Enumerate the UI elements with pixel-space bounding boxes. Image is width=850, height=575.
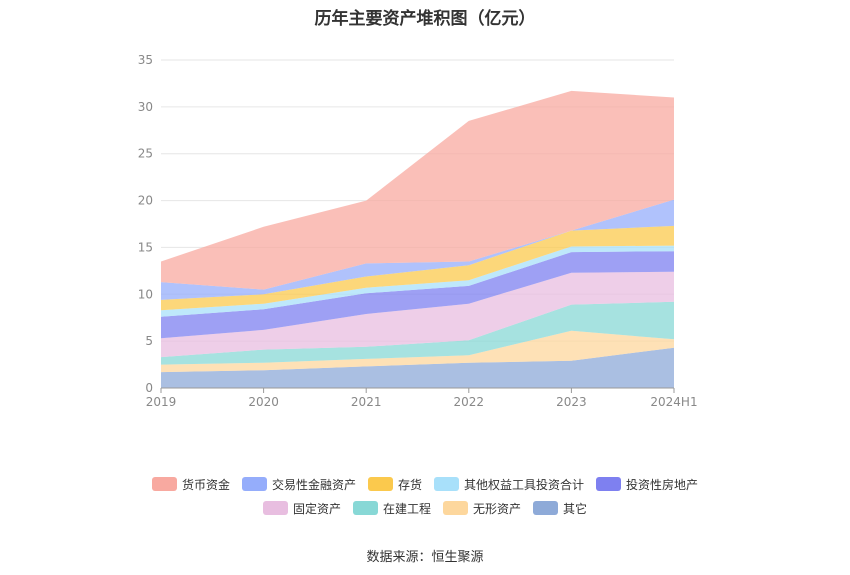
- y-tick-label: 10: [138, 287, 153, 301]
- legend-item[interactable]: 固定资产: [262, 500, 341, 517]
- y-tick-label: 20: [138, 194, 153, 208]
- x-tick-label: 2023: [556, 395, 587, 409]
- area-存货: [161, 225, 674, 311]
- legend-item[interactable]: 交易性金融资产: [241, 476, 356, 493]
- area-货币资金: [161, 90, 674, 290]
- legend-item[interactable]: 其他权益工具投资合计: [434, 476, 584, 493]
- legend-swatch: [443, 501, 468, 515]
- y-tick-label: 15: [138, 240, 153, 254]
- y-tick-label: 25: [138, 147, 153, 161]
- x-tick-label: 2024H1: [650, 395, 697, 409]
- legend-label: 固定资产: [292, 501, 341, 516]
- legend-label: 其它: [563, 501, 588, 516]
- legend-item[interactable]: 投资性房地产: [596, 476, 698, 493]
- legend: 货币资金 交易性金融资产 存货 其他权益工具投资合计 投资性房地产 固定资产 在建工程 无形…: [0, 472, 850, 520]
- area-固定资产: [161, 271, 674, 358]
- legend-swatch: [241, 477, 267, 491]
- legend-item[interactable]: 无形资产: [443, 500, 521, 517]
- legend-swatch: [434, 477, 459, 491]
- chart-title: 历年主要资产堆积图（亿元）: [314, 9, 536, 29]
- x-tick-label: 2022: [454, 395, 485, 409]
- legend-swatch: [367, 477, 393, 491]
- legend-item[interactable]: 其它: [533, 500, 587, 517]
- x-tick-label: 2020: [248, 395, 279, 409]
- y-tick-label: 0: [145, 381, 153, 395]
- legend-label: 其他权益工具投资合计: [464, 477, 585, 492]
- data-source: 数据来源：恒生聚源: [366, 550, 484, 565]
- axes: 0 5 10 15 20 25 30 35 2019 2020 2021 2022 2023 2024H1: [138, 53, 698, 409]
- legend-label: 无形资产: [473, 501, 522, 516]
- area-在建工程: [161, 301, 674, 365]
- y-tick-label: 5: [145, 334, 153, 348]
- legend-label: 投资性房地产: [626, 477, 699, 492]
- y-tick-label: 30: [138, 100, 153, 114]
- legend-item[interactable]: 存货: [367, 476, 422, 493]
- legend-row: 货币资金 交易性金融资产 存货 其他权益工具投资合计 投资性房地产: [0, 472, 850, 496]
- legend-swatch: [262, 501, 288, 515]
- area-投资性房地产: [161, 251, 674, 339]
- area-series: [161, 90, 674, 388]
- x-tick-label: 2021: [351, 395, 382, 409]
- legend-label: 存货: [397, 477, 422, 492]
- x-tick-label: 2019: [146, 395, 177, 409]
- legend-label: 在建工程: [382, 501, 431, 516]
- area-其它: [161, 347, 674, 388]
- legend-swatch: [596, 477, 622, 491]
- legend-row: 固定资产 在建工程 无形资产 其它: [0, 496, 850, 520]
- area-交易性金融资产: [161, 199, 674, 300]
- legend-swatch: [533, 501, 559, 515]
- legend-label: 交易性金融资产: [271, 477, 356, 492]
- legend-item[interactable]: 在建工程: [352, 500, 431, 517]
- area-无形资产: [161, 330, 674, 373]
- legend-item[interactable]: 货币资金: [151, 476, 230, 493]
- area-其他权益工具投资合计: [161, 245, 674, 317]
- legend-swatch: [151, 477, 177, 491]
- legend-label: 货币资金: [181, 477, 230, 492]
- legend-swatch: [352, 501, 378, 515]
- y-tick-label: 35: [138, 53, 153, 67]
